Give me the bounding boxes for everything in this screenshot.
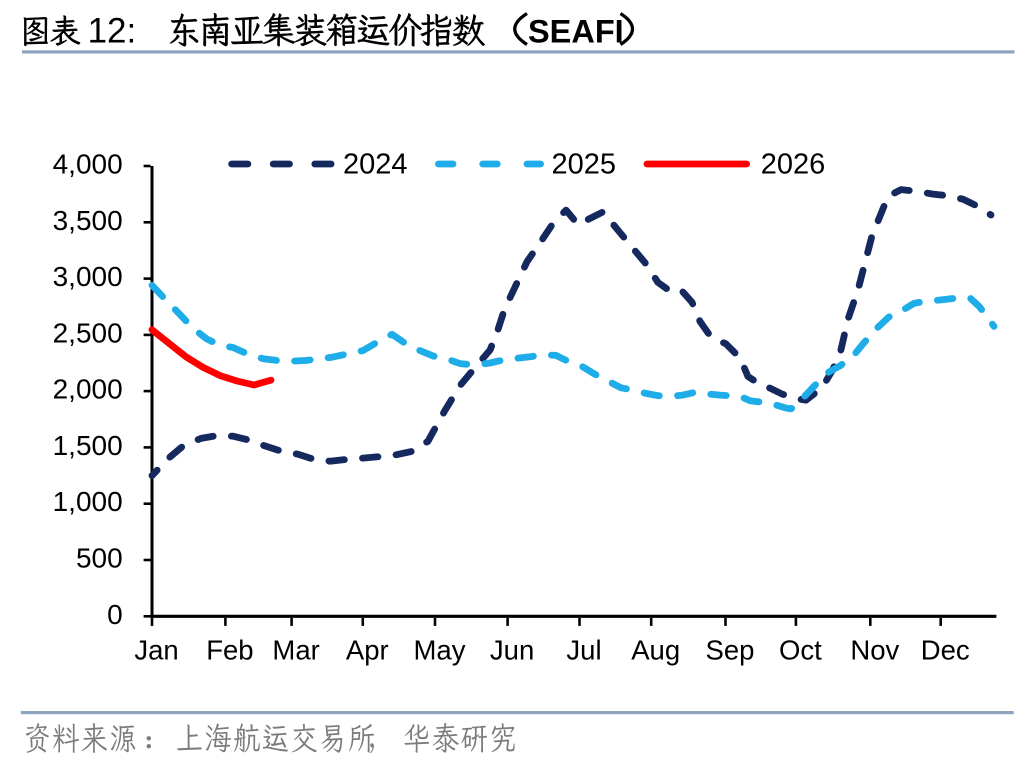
svg-text:Jun: Jun [490,635,534,666]
svg-text:Nov: Nov [850,635,899,666]
svg-text:Sep: Sep [706,635,755,666]
svg-text:12:: 12: [88,12,137,51]
svg-text:500: 500 [76,543,123,574]
svg-text:Oct: Oct [779,635,822,666]
svg-text:Aug: Aug [631,635,680,666]
svg-text:1,000: 1,000 [53,486,123,517]
svg-text:2,000: 2,000 [53,374,123,405]
svg-text:3,500: 3,500 [53,205,123,236]
svg-text:Feb: Feb [206,635,253,666]
svg-text:2,500: 2,500 [53,317,123,348]
svg-text:2024: 2024 [343,149,408,181]
svg-text:Apr: Apr [346,635,389,666]
svg-text:2026: 2026 [761,149,826,181]
svg-text:SEAFI: SEAFI [528,14,624,50]
svg-text:Mar: Mar [272,635,319,666]
svg-text:0: 0 [107,599,123,630]
svg-text:3,000: 3,000 [53,261,123,292]
svg-text:2025: 2025 [552,149,617,181]
svg-text:4,000: 4,000 [53,149,123,180]
svg-text:Jul: Jul [566,635,601,666]
svg-text:1,500: 1,500 [53,430,123,461]
svg-text:Jan: Jan [134,635,178,666]
svg-text:May: May [414,635,466,666]
svg-text:Dec: Dec [921,635,970,666]
